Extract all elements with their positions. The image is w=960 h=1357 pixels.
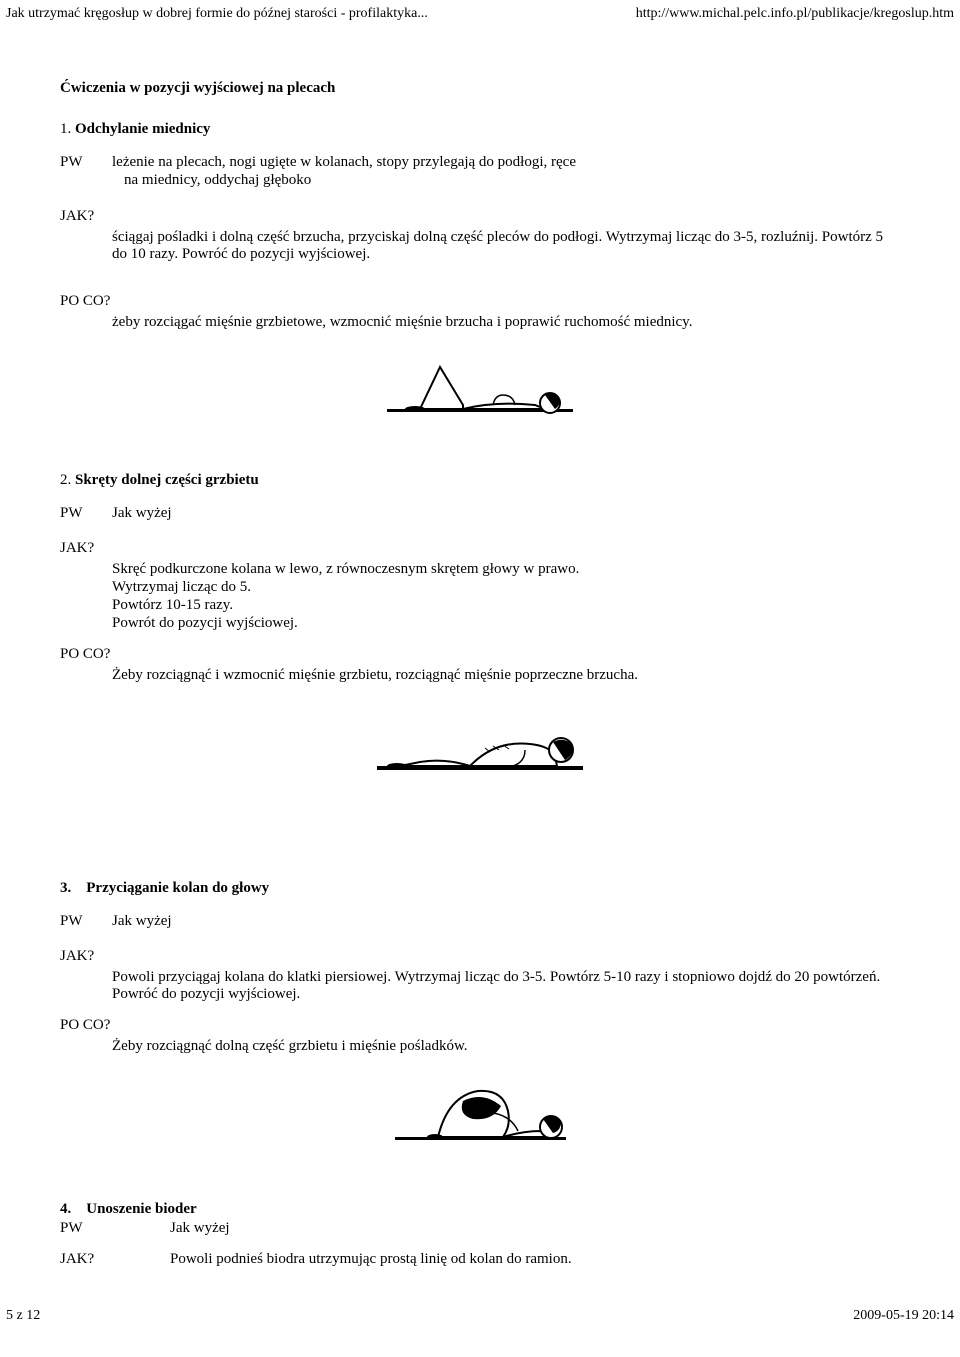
poco-label: PO CO? [60, 646, 900, 663]
ex3-pw-text: Jak wyżej [112, 913, 900, 930]
ex1-pw-line1: leżenie na plecach, nogi ugięte w kolana… [112, 154, 900, 171]
jak-label: JAK? [60, 540, 900, 557]
ex2-jak-l4: Powrót do pozycji wyjściowej. [112, 615, 900, 632]
ex4-number: 4. [60, 1201, 71, 1217]
ex1-pw-text: leżenie na plecach, nogi ugięte w kolana… [112, 154, 900, 190]
ex2-jak-l1: Skręć podkurczone kolana w lewo, z równo… [112, 561, 900, 578]
exercise-figure-icon [385, 347, 575, 427]
ex3-poco-text: Żeby rozciągnąć dolną część grzbietu i m… [112, 1038, 900, 1055]
ex2-pw-text: Jak wyżej [112, 505, 900, 522]
footer-page-number: 5 z 12 [6, 1308, 40, 1324]
pw-label: PW [60, 1220, 170, 1237]
poco-label: PO CO? [60, 293, 900, 310]
exercise-3-title: 3. Przyciąganie kolan do głowy [60, 880, 900, 897]
ex4-name: Unoszenie bioder [86, 1201, 196, 1217]
pw-label: PW [60, 505, 112, 522]
ex4-pw-text: Jak wyżej [170, 1220, 900, 1237]
ex3-number: 3. [60, 880, 71, 896]
jak-label: JAK? [60, 208, 900, 225]
ex2-poco-text: Żeby rozciągnąć i wzmocnić mięśnie grzbi… [112, 667, 900, 684]
ex1-pw-line2: na miednicy, oddychaj głęboko [124, 172, 900, 189]
section-title: Ćwiczenia w pozycji wyjściowej na plecac… [60, 80, 900, 97]
header-left: Jak utrzymać kręgosłup w dobrej formie d… [6, 6, 428, 22]
ex2-name: Skręty dolnej części grzbietu [75, 472, 259, 488]
jak-label: JAK? [60, 1251, 170, 1268]
exercise-4-title: 4. Unoszenie bioder [60, 1201, 900, 1218]
jak-label: JAK? [60, 948, 900, 965]
ex3-name: Przyciąganie kolan do głowy [86, 880, 269, 896]
pw-label: PW [60, 913, 112, 930]
ex2-jak-l3: Powtórz 10-15 razy. [112, 597, 900, 614]
ex4-jak-text: Powoli podnieś biodra utrzymując prostą … [170, 1251, 900, 1268]
exercise-figure-icon [375, 700, 585, 785]
figure-1 [60, 347, 900, 432]
ex1-number: 1. [60, 121, 71, 137]
header-right: http://www.michal.pelc.info.pl/publikacj… [636, 6, 954, 22]
exercise-1-title: 1. Odchylanie miednicy [60, 121, 900, 138]
exercise-figure-icon [393, 1071, 568, 1156]
ex2-jak-l2: Wytrzymaj licząc do 5. [112, 579, 900, 596]
ex2-number: 2. [60, 472, 71, 488]
figure-3 [60, 1071, 900, 1161]
ex1-name: Odchylanie miednicy [75, 121, 210, 137]
poco-label: PO CO? [60, 1017, 900, 1034]
ex3-jak-text: Powoli przyciągaj kolana do klatki piers… [112, 969, 900, 1003]
footer-timestamp: 2009-05-19 20:14 [853, 1308, 954, 1324]
ex1-poco-text: żeby rozciągać mięśnie grzbietowe, wzmoc… [112, 314, 900, 331]
pw-label: PW [60, 154, 112, 171]
ex1-jak-text: ściągaj pośladki i dolną część brzucha, … [112, 229, 900, 263]
figure-2 [60, 700, 900, 790]
exercise-2-title: 2. Skręty dolnej części grzbietu [60, 472, 900, 489]
